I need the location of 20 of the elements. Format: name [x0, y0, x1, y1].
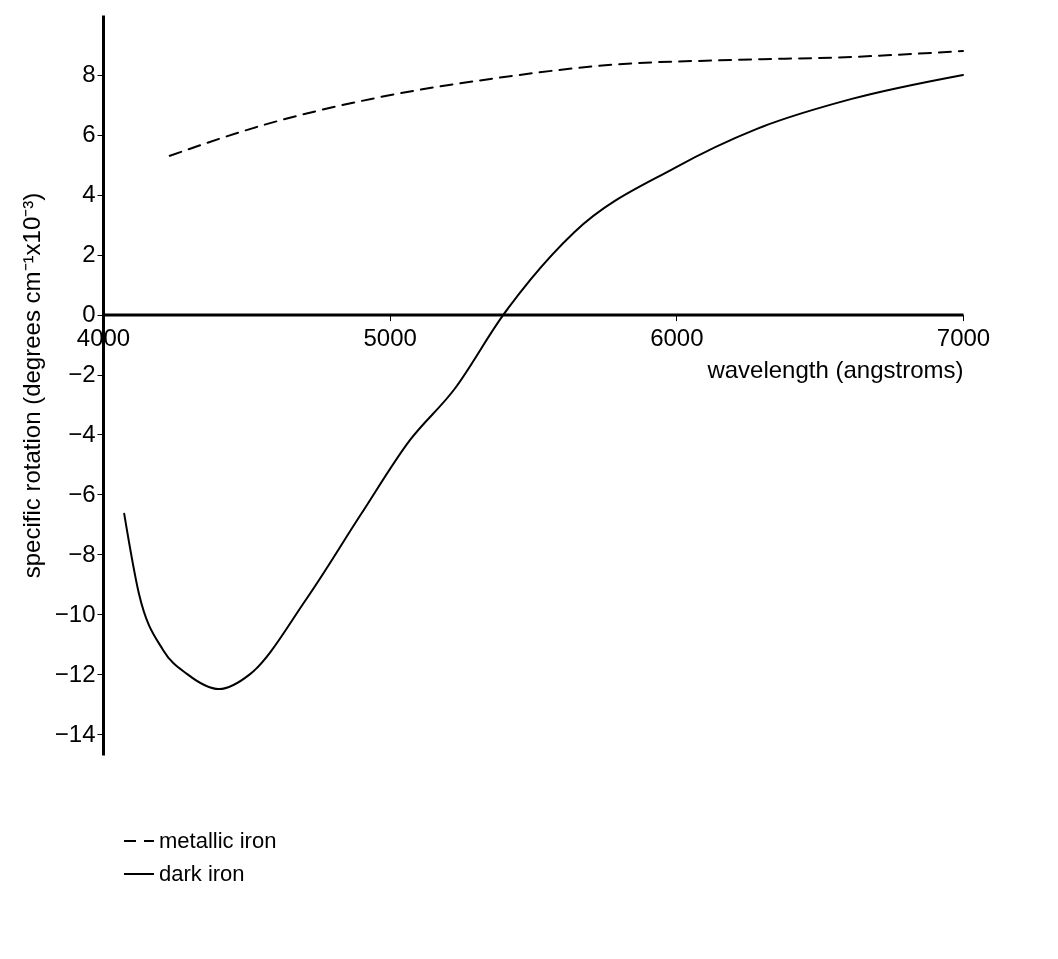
y-tick-label: −4 — [68, 419, 96, 447]
y-tick-label: −12 — [54, 659, 96, 687]
y-tick-label: −6 — [68, 479, 96, 507]
line-series — [168, 49, 964, 157]
y-tick-label: 6 — [82, 120, 96, 148]
y-tick-label: 0 — [82, 300, 96, 328]
y-tick-label: −8 — [68, 539, 96, 567]
x-tick-label: 5000 — [363, 324, 417, 352]
legend-label: metallic iron — [159, 828, 277, 853]
y-tick-label: −10 — [54, 599, 96, 627]
y-tick-label: 8 — [82, 60, 96, 88]
y-tick-label: −2 — [68, 360, 96, 388]
y-tick-label: 4 — [82, 180, 96, 208]
y-tick-label: 2 — [82, 240, 96, 268]
legend-label: dark iron — [159, 861, 245, 886]
x-axis-title: wavelength (angstroms) — [706, 356, 964, 384]
x-tick-label: 6000 — [650, 324, 704, 352]
x-tick-label: 7000 — [936, 324, 991, 352]
y-tick-label: −14 — [54, 719, 96, 747]
y-axis-title: specific rotation (degrees cm⁻¹x10⁻³) — [17, 192, 45, 579]
